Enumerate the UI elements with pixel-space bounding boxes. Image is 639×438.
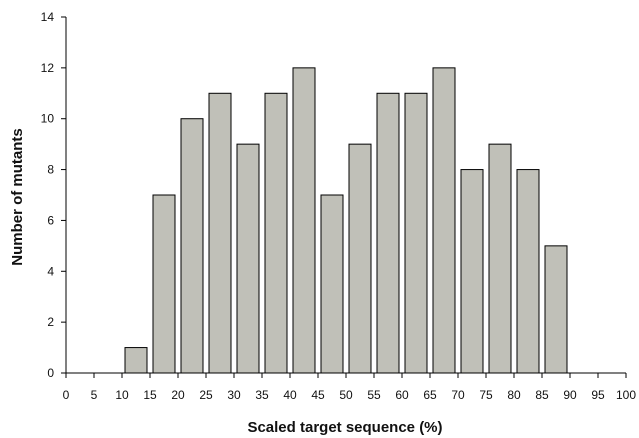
bar-80-85	[516, 169, 540, 374]
x-tick-label: 30	[227, 388, 241, 402]
bar-10-15	[124, 347, 148, 374]
x-tick-label: 100	[616, 388, 636, 402]
x-tick-label: 70	[451, 388, 465, 402]
x-tick-label: 35	[255, 388, 269, 402]
bar-30-35	[236, 143, 260, 374]
y-tick-label: 14	[41, 10, 55, 24]
x-tick-label: 90	[563, 388, 577, 402]
bar-45-50	[320, 194, 344, 374]
x-tick-label: 85	[535, 388, 549, 402]
y-tick-label: 8	[47, 163, 54, 177]
x-tick-label: 40	[283, 388, 297, 402]
bar-60-65	[404, 92, 428, 374]
bar-55-60	[376, 92, 400, 374]
x-tick-label: 95	[591, 388, 605, 402]
bar-50-55	[348, 143, 372, 374]
bar-65-70	[432, 67, 456, 374]
x-tick-label: 60	[395, 388, 409, 402]
x-tick-label: 0	[63, 388, 70, 402]
x-tick-label: 80	[507, 388, 521, 402]
bar-25-30	[208, 92, 232, 374]
x-tick-label: 45	[311, 388, 325, 402]
bar-75-80	[488, 143, 512, 374]
bar-70-75	[460, 169, 484, 374]
x-tick-label: 55	[367, 388, 381, 402]
x-tick-label: 65	[423, 388, 437, 402]
bar-85-90	[544, 245, 568, 374]
y-tick-label: 4	[47, 264, 54, 278]
y-axis-title: Number of mutants	[9, 128, 26, 266]
y-tick-label: 2	[47, 315, 54, 329]
x-tick-label: 15	[143, 388, 157, 402]
y-tick-label: 10	[41, 112, 55, 126]
y-tick-label: 12	[41, 61, 55, 75]
x-tick-label: 20	[171, 388, 185, 402]
x-tick-label: 25	[199, 388, 213, 402]
axes	[61, 16, 627, 378]
x-tick-label: 50	[339, 388, 353, 402]
bar-35-40	[264, 92, 288, 374]
bar-20-25	[180, 118, 204, 374]
x-tick-label: 5	[91, 388, 98, 402]
y-tick-label: 0	[47, 366, 54, 380]
bar-40-45	[292, 67, 316, 374]
bar-15-20	[152, 194, 176, 374]
x-tick-label: 10	[115, 388, 129, 402]
y-tick-label: 6	[47, 213, 54, 227]
x-axis-title: Scaled target sequence (%)	[247, 419, 442, 436]
bar-group	[124, 67, 568, 374]
tick-labels: 0 2 4 6 8 10 12 14 0 5 10 15 20 25 30 35 40 45 50 55 60 65 70 7…	[41, 10, 637, 402]
x-tick-label: 75	[479, 388, 493, 402]
